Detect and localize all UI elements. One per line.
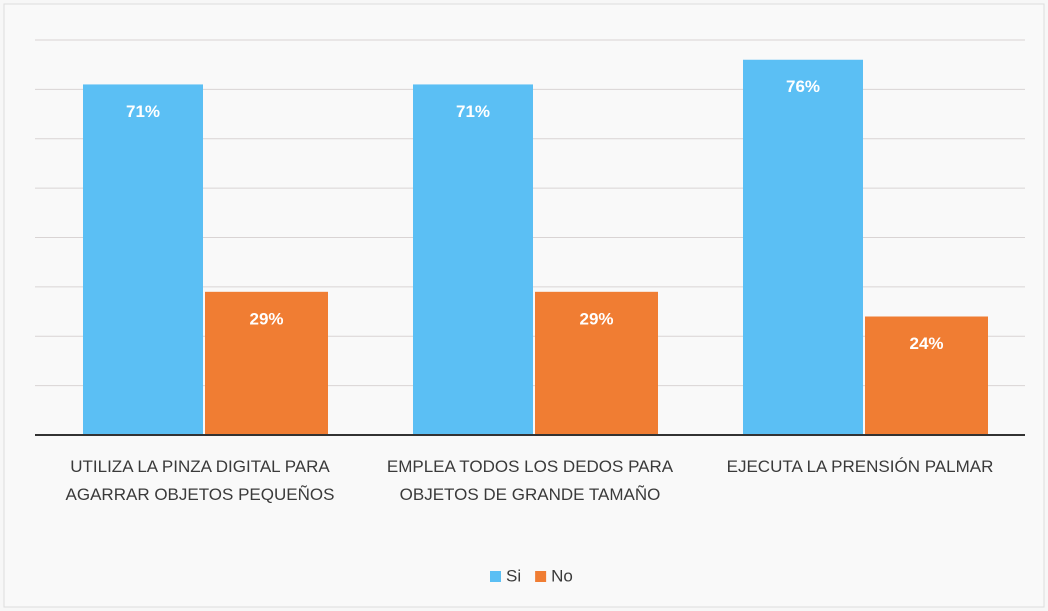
x-tick-label: EMPLEA TODOS LOS DEDOS PARA OBJETOS DE G… [386,457,674,504]
x-tick-label: UTILIZA LA PINZA DIGITAL PARA AGARRAR OB… [65,457,335,504]
bar [535,291,658,435]
value-label: 71% [126,102,160,121]
bar [205,291,328,435]
legend-swatch [535,571,547,582]
value-label: 29% [579,309,613,328]
legend-swatch [490,571,501,582]
value-label: 24% [909,334,943,353]
legend-label: Si [506,566,521,585]
bar [865,316,988,435]
bar [743,59,863,435]
x-tick-label: EJECUTA LA PRENSIÓN PALMAR [726,457,994,476]
bar [413,84,533,435]
value-label: 71% [456,102,490,121]
value-label: 29% [249,309,283,328]
value-label: 76% [786,77,820,96]
legend-label: No [551,566,573,585]
bar [83,84,203,435]
